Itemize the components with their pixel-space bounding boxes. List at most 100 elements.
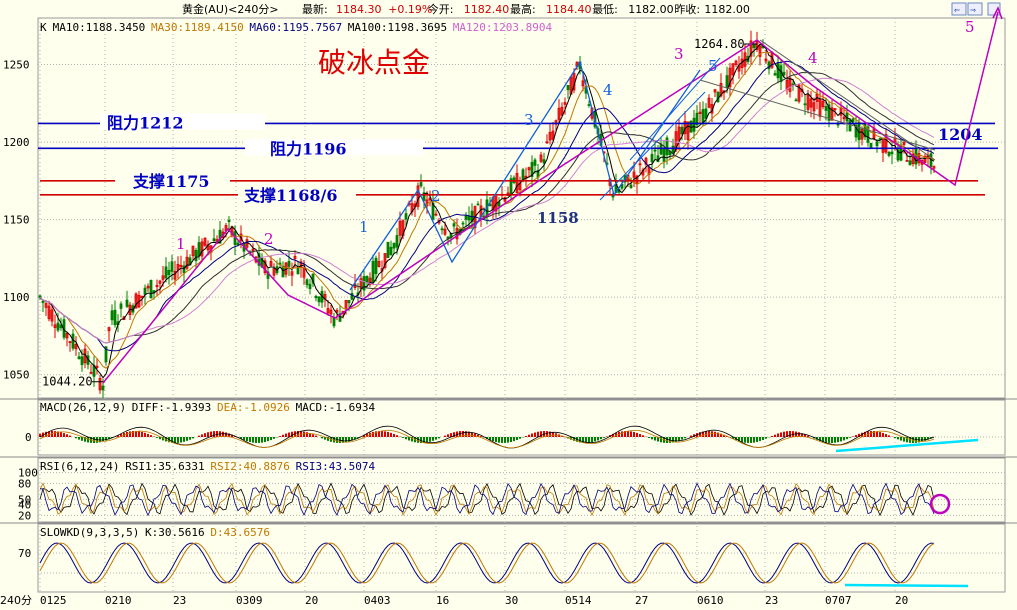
candle-body: [122, 316, 126, 321]
candle-body: [755, 41, 759, 50]
ma-legend-item: MA120:1203.8904: [453, 21, 553, 34]
candle-body: [833, 108, 837, 111]
header-text-7: 1184.40: [546, 3, 592, 16]
candle-body: [671, 145, 675, 154]
candle-body: [419, 182, 423, 187]
next-button[interactable]: [967, 2, 983, 16]
candle-body: [371, 260, 375, 283]
candle-body: [377, 261, 381, 267]
candle-body: [305, 279, 309, 286]
candle-body: [821, 100, 825, 108]
candle-body: [704, 108, 708, 119]
candle-body: [185, 256, 189, 269]
candle-body: [359, 278, 363, 289]
candle-body: [566, 85, 570, 91]
ma-legend-item: MA60:1195.7567: [249, 21, 342, 34]
blue-wave-label: 1: [359, 218, 369, 236]
candle-body: [344, 299, 348, 310]
candle-body: [389, 246, 393, 256]
candle-body: [68, 341, 72, 344]
candle-body: [287, 260, 291, 267]
candle-body: [293, 255, 297, 259]
candle-body: [827, 104, 831, 121]
label-bg: [245, 139, 423, 156]
rsi-tick: 100: [18, 467, 38, 480]
candle-body: [734, 60, 738, 65]
candle-body: [422, 192, 426, 201]
candle-body: [911, 153, 915, 165]
candle-body: [434, 213, 438, 216]
quote-header: [0, 0, 1017, 18]
panel-frame-3: [37, 523, 1006, 593]
candle-body: [143, 287, 147, 295]
blue-wave-label: 4: [603, 81, 613, 99]
prev-button[interactable]: [951, 2, 967, 16]
magenta-wave-label: 5: [965, 18, 975, 36]
magenta-wave-label: 4: [808, 49, 818, 67]
candle-body: [335, 309, 339, 313]
header-text-8: 最低:: [592, 3, 618, 16]
candle-body: [539, 154, 543, 162]
y-tick-label: 1150: [3, 214, 30, 227]
candle-body: [866, 126, 870, 143]
rsi-tick: 80: [18, 477, 31, 490]
rsi-line-1: [39, 482, 935, 517]
rsi-legend-item: RSI2:40.8876: [210, 460, 289, 473]
candle-body: [713, 89, 717, 93]
dea-line: [39, 429, 935, 449]
y-tick-label: 1200: [3, 136, 30, 149]
candle-body: [782, 71, 786, 76]
header-text-2: 1184.30: [336, 3, 382, 16]
label-bg: [100, 113, 265, 130]
candle-body: [125, 299, 129, 307]
candle-body: [374, 257, 378, 275]
candle-body: [440, 228, 444, 231]
candle-body: [848, 120, 852, 132]
candle-body: [443, 228, 447, 235]
candle-body: [155, 284, 159, 288]
candle-body: [914, 147, 918, 165]
support-1168-label: 支撑1168/6: [243, 186, 338, 205]
magenta-wave-label: 1: [176, 235, 186, 253]
x-tick-label: 0403: [364, 594, 391, 607]
rsi-tick: 40: [18, 499, 31, 512]
candle-body: [758, 45, 762, 57]
candle-body: [461, 222, 465, 225]
kd-divergence-line: [844, 583, 969, 588]
macd-zero-tick: 0: [25, 431, 32, 444]
candle-body: [890, 151, 894, 155]
chart-title: 破冰点金: [318, 46, 430, 79]
kd-tick: 70: [18, 547, 31, 560]
x-tick-label: 0210: [105, 594, 132, 607]
x-tick-label: 0309: [236, 594, 263, 607]
candle-body: [557, 107, 561, 120]
rsi-line-2: [39, 482, 935, 517]
candle-body: [314, 295, 318, 299]
candle-body: [149, 279, 153, 299]
candle-body: [212, 238, 216, 242]
candle-body: [887, 151, 891, 156]
kd-line-0: [39, 542, 935, 584]
candle-body: [503, 197, 507, 202]
candle-body: [665, 137, 669, 156]
header-text-3: +0.19%: [388, 3, 432, 16]
candle-body: [527, 167, 531, 171]
candle-body: [119, 303, 123, 309]
candle-body: [860, 128, 864, 140]
ma120-line: [39, 77, 935, 344]
candle-body: [908, 160, 912, 166]
macd-divergence-line: [835, 438, 979, 453]
candle-body: [677, 126, 681, 141]
macd-legend-item: MACD(26,12,9): [40, 401, 126, 414]
candle-body: [47, 305, 51, 320]
candle-body: [326, 308, 330, 314]
candle-body: [587, 104, 591, 106]
candle-body: [383, 253, 387, 268]
candle-body: [542, 159, 546, 164]
blue-wave-line: [349, 60, 701, 291]
candle-body: [317, 296, 321, 303]
candle-body: [809, 98, 813, 108]
candle-body: [719, 83, 723, 97]
candle-body: [257, 253, 261, 266]
